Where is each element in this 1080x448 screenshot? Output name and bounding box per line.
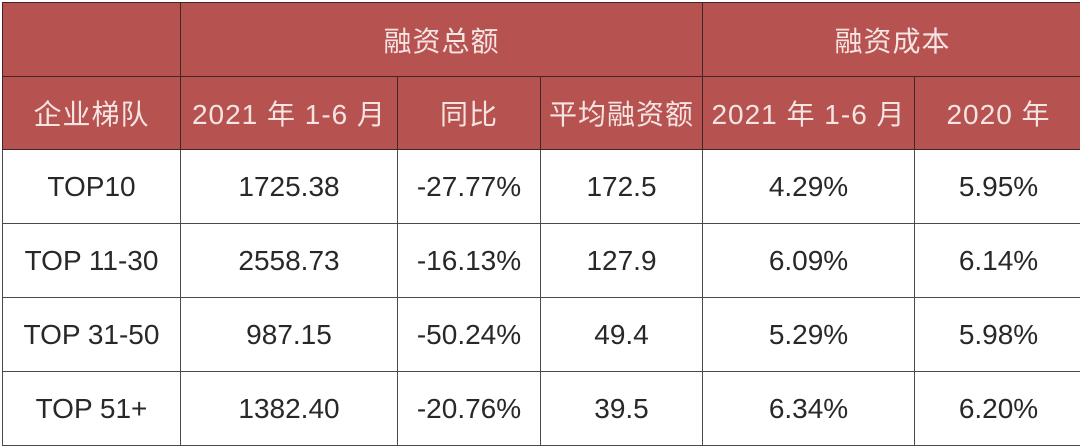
cell-total-2021: 1725.38 [180, 149, 398, 224]
group-header-total-financing: 融资总额 [179, 2, 704, 77]
cell-tier: TOP 31-50 [2, 297, 181, 372]
cell-yoy: -27.77% [397, 149, 541, 224]
cell-tier: TOP10 [2, 149, 181, 224]
table-body: TOP10 1725.38 -27.77% 172.5 4.29% 5.95% TOP 11… [2, 149, 1080, 446]
col-header-avg-financing: 平均融资额 [539, 76, 704, 150]
col-header-yoy: 同比 [397, 76, 541, 150]
col-header-cost-2021: 2021 年 1-6 月 [702, 76, 916, 150]
cell-cost-2020: 6.20% [914, 371, 1080, 446]
cell-yoy: -20.76% [397, 371, 541, 446]
cell-yoy: -50.24% [397, 297, 541, 372]
cell-tier: TOP 11-30 [2, 223, 181, 298]
table-row: TOP10 1725.38 -27.77% 172.5 4.29% 5.95% [2, 149, 1080, 224]
cell-cost-2021: 6.09% [702, 223, 916, 298]
cell-avg-financing: 39.5 [539, 371, 704, 446]
col-header-tier: 企业梯队 [2, 76, 181, 150]
group-header-financing-cost: 融资成本 [702, 2, 1080, 77]
cell-cost-2020: 6.14% [914, 223, 1080, 298]
cell-cost-2021: 6.34% [702, 371, 916, 446]
header-group-row: 融资总额 融资成本 [2, 2, 1080, 77]
table-row: TOP 11-30 2558.73 -16.13% 127.9 6.09% 6.14% [2, 223, 1080, 298]
cell-avg-financing: 172.5 [539, 149, 704, 224]
col-header-cost-2020: 2020 年 [914, 76, 1080, 150]
cell-cost-2020: 5.98% [914, 297, 1080, 372]
table-row: TOP 51+ 1382.40 -20.76% 39.5 6.34% 6.20% [2, 371, 1080, 446]
cell-total-2021: 1382.40 [180, 371, 398, 446]
table-row: TOP 31-50 987.15 -50.24% 49.4 5.29% 5.98% [2, 297, 1080, 372]
cell-cost-2020: 5.95% [914, 149, 1080, 224]
cell-cost-2021: 4.29% [702, 149, 916, 224]
col-header-total-2021: 2021 年 1-6 月 [180, 76, 398, 150]
cell-tier: TOP 51+ [2, 371, 181, 446]
cell-total-2021: 987.15 [180, 297, 398, 372]
cell-total-2021: 2558.73 [180, 223, 398, 298]
cell-yoy: -16.13% [397, 223, 541, 298]
column-header-row: 企业梯队 2021 年 1-6 月 同比 平均融资额 2021 年 1-6 月 … [2, 76, 1080, 150]
cell-avg-financing: 127.9 [539, 223, 704, 298]
cell-cost-2021: 5.29% [702, 297, 916, 372]
corner-cell [2, 2, 181, 77]
cell-avg-financing: 49.4 [539, 297, 704, 372]
